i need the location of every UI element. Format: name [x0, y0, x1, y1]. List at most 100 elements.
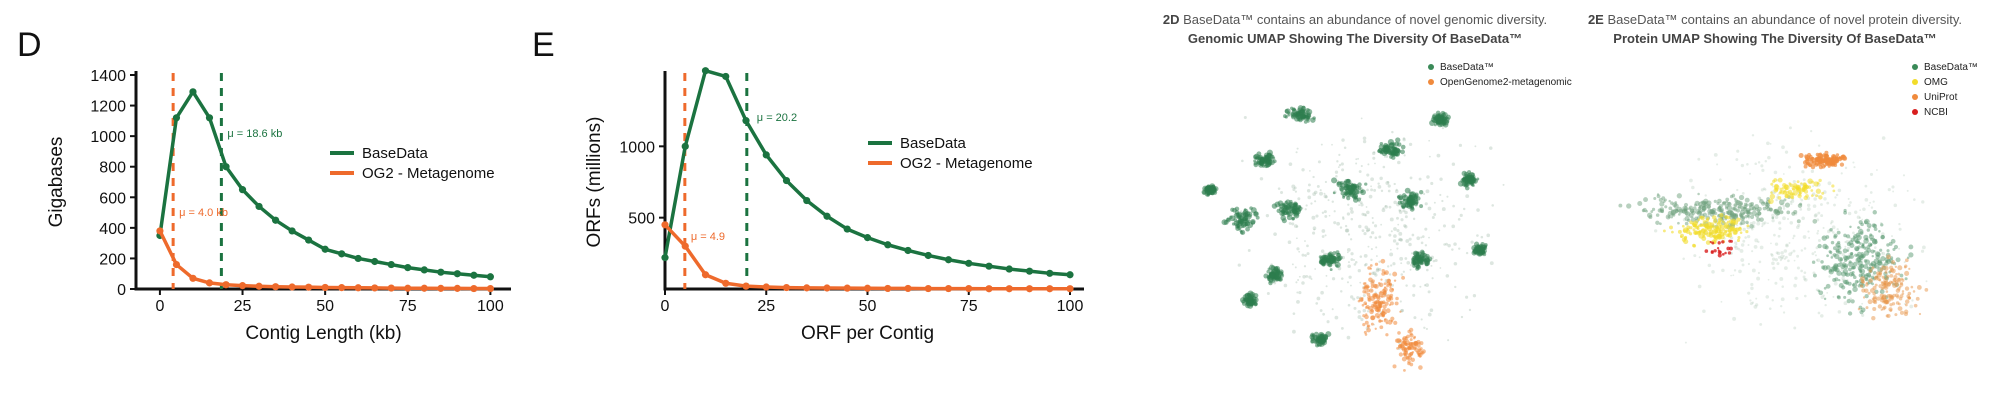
- umap-opengenome-point: [1385, 308, 1391, 314]
- umap-background-point: [1369, 235, 1373, 239]
- umap-omg-point: [1810, 189, 1814, 192]
- umap-opengenome-point: [1368, 272, 1372, 276]
- umap-basedata-point: [1676, 206, 1683, 213]
- umap-basedata-cluster-point: [1303, 108, 1307, 112]
- umap-background-point: [1291, 184, 1296, 189]
- umap-background-point: [1744, 236, 1747, 239]
- umap-background-point: [1405, 239, 1410, 243]
- umap-background-point: [1266, 292, 1270, 296]
- umap-background-point: [1458, 143, 1463, 147]
- umap-basedata-cluster-point: [1326, 258, 1331, 263]
- umap-background-point: [1366, 173, 1370, 177]
- umap-background-point: [1324, 180, 1327, 184]
- umap-background-point: [1441, 127, 1445, 130]
- umap-omg-point: [1727, 234, 1731, 237]
- umap-omg-point: [1736, 217, 1741, 222]
- umap-ncbi-point: [1710, 250, 1714, 255]
- e-x-tick-label: 0: [661, 298, 670, 315]
- umap-uniprot-point: [1865, 283, 1869, 287]
- umap-uniprot-point: [1913, 303, 1918, 308]
- umap-basedata-cluster-point: [1245, 226, 1250, 232]
- umap-uniprot-point: [1924, 288, 1929, 292]
- e-data-point: [843, 225, 851, 233]
- umap-basedata-cluster-point: [1302, 114, 1306, 118]
- umap-background-point: [1382, 165, 1386, 169]
- umap-basedata-point: [1786, 210, 1791, 215]
- umap-background-point: [1337, 166, 1340, 169]
- umap-basedata-cluster-point: [1413, 193, 1419, 199]
- umap-background-point: [1762, 187, 1766, 191]
- umap-background-point: [1395, 188, 1398, 191]
- umap-background-point: [1325, 274, 1328, 277]
- umap-omg-point: [1689, 220, 1693, 225]
- umap-omg-point: [1805, 194, 1809, 198]
- umap-basedata-cluster-point: [1364, 182, 1368, 186]
- umap-uniprot-point: [1864, 288, 1869, 293]
- umap-background-point: [1787, 259, 1790, 263]
- umap-background-point: [1373, 188, 1377, 192]
- umap-opengenome-point: [1396, 346, 1399, 350]
- umap-background-point: [1830, 220, 1834, 224]
- umap-background-point: [1296, 291, 1299, 294]
- umap-omg-point: [1778, 191, 1782, 195]
- umap-basedata-point: [1830, 240, 1835, 245]
- e-data-point: [1025, 267, 1034, 275]
- umap-uniprot-point: [1798, 152, 1804, 159]
- d-data-point: [354, 284, 362, 292]
- umap-background-point: [1378, 260, 1381, 263]
- umap-background-point: [1388, 233, 1392, 237]
- umap-background-point: [1377, 185, 1382, 189]
- umap-uniprot-point: [1898, 285, 1902, 289]
- umap-basedata-point: [1843, 210, 1848, 215]
- d-data-point: [205, 279, 214, 287]
- umap-basedata-cluster-point: [1407, 199, 1414, 206]
- umap-uniprot-point: [1880, 296, 1884, 300]
- umap-uniprot-point: [1916, 285, 1922, 290]
- umap-uniprot-point: [1839, 162, 1845, 167]
- umap-basedata-point: [1877, 260, 1883, 266]
- umap-basedata-point: [1859, 310, 1864, 315]
- umap-basedata-point: [1863, 246, 1867, 250]
- umap-basedata-point: [1664, 205, 1668, 209]
- umap-basedata-cluster-point: [1318, 255, 1323, 259]
- umap-background-point: [1453, 242, 1457, 246]
- umap-background-point: [1792, 237, 1795, 240]
- umap-background-point: [1353, 306, 1357, 310]
- umap-omg-point: [1677, 229, 1682, 234]
- umap-background-point: [1852, 161, 1855, 164]
- umap-basedata-cluster-point: [1383, 145, 1387, 149]
- umap-basedata-point: [1750, 215, 1755, 220]
- umap-omg-point: [1696, 225, 1699, 229]
- umap-background-point: [1898, 247, 1901, 250]
- umap-background-point: [1359, 201, 1363, 205]
- umap-basedata-point: [1845, 234, 1851, 239]
- umap-background-point: [1429, 308, 1434, 313]
- umap-basedata-cluster-point: [1394, 141, 1400, 147]
- umap-background-point: [1841, 276, 1845, 281]
- umap-protein-title-text: BaseData™ contains an abundance of novel…: [1603, 12, 1963, 27]
- umap-basedata-cluster-point: [1471, 184, 1475, 187]
- umap-uniprot-point: [1890, 268, 1896, 274]
- umap-background-point: [1296, 147, 1299, 150]
- umap-background-point: [1428, 236, 1430, 239]
- umap-background-point: [1349, 238, 1353, 241]
- umap-background-point: [1760, 164, 1764, 168]
- umap-opengenome-point: [1390, 316, 1395, 321]
- umap-background-point: [1324, 195, 1328, 199]
- umap-basedata-point: [1865, 272, 1869, 277]
- umap-background-point: [1861, 218, 1864, 221]
- umap-basedata-cluster-point: [1437, 118, 1443, 124]
- umap-basedata-cluster-point: [1284, 108, 1291, 115]
- umap-background-point: [1814, 254, 1817, 257]
- umap-omg-point: [1724, 214, 1729, 219]
- umap-basedata-cluster-point: [1296, 205, 1301, 210]
- umap-background-point: [1733, 269, 1737, 272]
- umap-basedata-point: [1864, 259, 1871, 265]
- umap-background-point: [1813, 250, 1817, 254]
- umap-basedata-point: [1872, 271, 1877, 275]
- umap-background-point: [1317, 160, 1321, 164]
- umap-background-point: [1780, 251, 1784, 255]
- umap-uniprot-point: [1912, 290, 1916, 293]
- umap-basedata-point: [1764, 202, 1769, 207]
- umap-omg-point: [1734, 227, 1740, 232]
